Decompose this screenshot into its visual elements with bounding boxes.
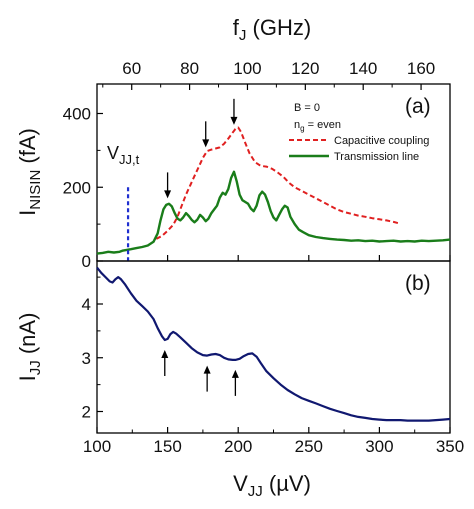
panel-b-ytick-label: 4	[82, 295, 91, 314]
panel-a-ytick-label: 0	[82, 252, 91, 271]
panel-b-ytick-label: 2	[82, 403, 91, 422]
panel-b-xtick-label: 300	[365, 437, 393, 456]
panel-a-ytick-label: 200	[63, 178, 91, 197]
bottom-axis-title-sub: JJ	[248, 483, 263, 500]
top-axis-title-sub: J	[239, 27, 247, 44]
panel-b-arrow-head	[231, 369, 239, 378]
panel-a-annotations	[126, 98, 238, 261]
annotation-gate-charge-rest: = even	[305, 119, 341, 131]
panel-b-arrow-head	[161, 350, 169, 359]
panel-b-xtick-label: 100	[83, 437, 111, 456]
panel-a-series	[96, 126, 451, 255]
panel-a-ylabel-sub: NISIN	[27, 170, 44, 210]
series-line-capacitive-coupling	[155, 126, 401, 240]
panel-b-xtick-label: 200	[224, 437, 252, 456]
top-xtick-label: 120	[291, 59, 319, 78]
series-line-transmission-line	[96, 170, 451, 255]
panel-b-series	[96, 266, 451, 422]
bottom-axis-title-unit: (µV)	[263, 471, 311, 496]
panel-a-ticks: 0 200 400 60 80 100 120 140 160	[63, 59, 451, 271]
top-axis-title-main: f	[233, 15, 240, 40]
legend-label-capacitive: Capacitive coupling	[334, 135, 429, 147]
panel-a-tag: (a)	[405, 95, 431, 118]
annotation-gate-charge-sub: g	[300, 124, 304, 133]
top-xtick-label: 80	[180, 59, 199, 78]
panel-b-ylabel-unit: (nA)	[15, 313, 40, 361]
top-axis-title: fJ (GHz)	[233, 15, 311, 44]
threshold-label-sub: JJ,t	[119, 152, 140, 167]
panel-a-ytick-label: 400	[63, 105, 91, 124]
bottom-axis-title-main: V	[233, 471, 248, 496]
panel-a-arrow-head	[164, 190, 172, 199]
legend: Capacitive coupling Transmission line	[289, 135, 429, 163]
top-xtick-label: 140	[349, 59, 377, 78]
panel-a-ylabel: INISIN (fA)	[15, 128, 44, 216]
legend-label-transmission: Transmission line	[334, 151, 419, 163]
annotation-gate-charge: ng = even	[294, 119, 341, 133]
panel-b-ylabel: IJJ (nA)	[15, 313, 44, 382]
top-axis-title-unit: (GHz)	[246, 15, 311, 40]
panel-a-frame	[96, 83, 451, 262]
annotation-gate-charge-main: n	[294, 119, 300, 131]
panel-b-arrow-head	[203, 365, 211, 374]
top-xtick-label: 100	[233, 59, 261, 78]
threshold-label: VJJ,t	[107, 143, 140, 167]
series-line-ijj	[96, 266, 451, 422]
panel-b-annotations	[161, 350, 239, 396]
annotation-field: B = 0	[294, 102, 320, 114]
panel-a-ylabel-main: I	[15, 210, 40, 216]
panel-b-ylabel-sub: JJ	[27, 360, 44, 375]
panel-a-ylabel-unit: (fA)	[15, 128, 40, 170]
panel-b-xtick-label: 150	[153, 437, 181, 456]
panel-b-ylabel-main: I	[15, 375, 40, 381]
panel-a-arrow-head	[230, 116, 238, 125]
panel-a-arrow-head	[202, 139, 210, 148]
panel-b-ytick-label: 3	[82, 349, 91, 368]
top-xtick-label: 160	[407, 59, 435, 78]
panel-b-xtick-label: 350	[436, 437, 464, 456]
bottom-axis-title: VJJ (µV)	[233, 471, 311, 500]
panel-b-ticks: 2 3 4 100 150 200 250 300 350	[82, 276, 464, 456]
top-xtick-label: 60	[122, 59, 141, 78]
threshold-label-main: V	[107, 143, 119, 163]
panel-b-tag: (b)	[405, 272, 431, 295]
panel-b-xtick-label: 250	[295, 437, 323, 456]
panel-b-frame	[96, 260, 451, 434]
